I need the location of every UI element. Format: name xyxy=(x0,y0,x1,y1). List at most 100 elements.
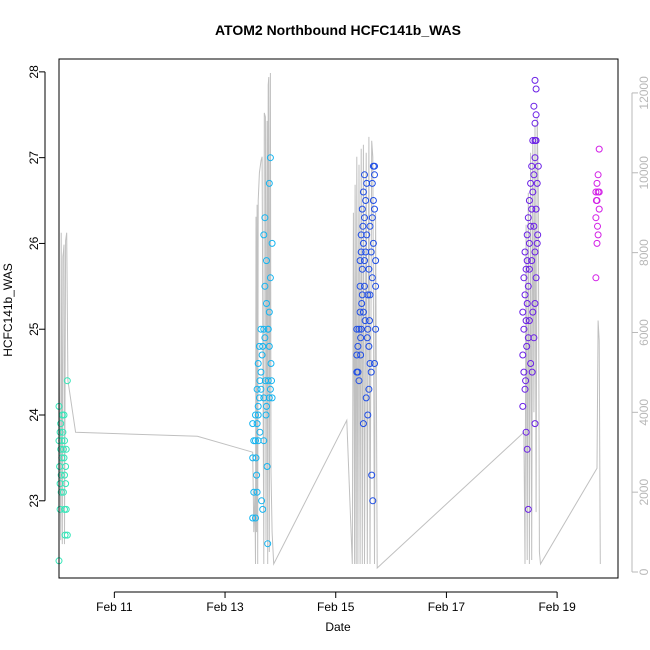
data-point xyxy=(359,308,367,316)
data-point xyxy=(522,377,530,385)
data-point xyxy=(525,197,533,204)
data-point xyxy=(266,274,274,282)
y-axis-label: HCFC141b_WAS xyxy=(1,263,15,357)
data-point xyxy=(258,497,266,505)
data-point xyxy=(371,162,378,170)
data-point xyxy=(267,360,275,367)
data-point xyxy=(253,420,261,428)
data-point xyxy=(263,257,270,265)
data-point xyxy=(528,205,536,213)
data-point xyxy=(594,231,602,239)
data-point xyxy=(353,351,361,359)
data-point xyxy=(254,402,262,410)
data-point xyxy=(59,428,67,436)
data-point xyxy=(357,334,365,342)
data-point xyxy=(522,428,530,436)
data-point xyxy=(532,85,540,93)
data-point xyxy=(252,411,259,419)
data-point xyxy=(361,317,369,325)
axes: Feb 11 Feb 13 Feb 15 Feb 17 Feb 19 23 24 25 26 27… xyxy=(27,65,650,614)
data-point xyxy=(530,102,538,110)
data-point xyxy=(522,265,530,273)
data-point xyxy=(263,300,270,307)
data-point xyxy=(56,428,64,436)
data-point xyxy=(358,265,366,273)
data-point xyxy=(369,239,377,247)
data-point xyxy=(357,248,365,256)
data-point xyxy=(354,342,362,350)
data-point xyxy=(265,179,273,187)
data-point xyxy=(366,222,374,230)
data-point xyxy=(593,239,601,247)
data-point xyxy=(372,325,380,333)
data-point xyxy=(258,351,266,359)
data-point xyxy=(57,420,65,428)
data-point xyxy=(257,368,265,376)
data-point xyxy=(595,145,603,153)
data-point xyxy=(253,385,261,393)
data-point xyxy=(61,437,68,445)
data-point xyxy=(265,308,273,316)
data-point xyxy=(372,257,380,265)
data-point xyxy=(268,394,276,402)
data-point xyxy=(531,154,539,162)
data-points xyxy=(55,76,603,565)
data-point xyxy=(361,214,368,222)
data-point xyxy=(528,257,536,265)
data-point xyxy=(592,274,600,282)
data-point xyxy=(594,222,601,230)
data-point xyxy=(359,188,367,196)
data-point xyxy=(256,428,264,436)
chart-title: ATOM2 Northbound HCFC141b_WAS xyxy=(215,22,461,38)
data-point xyxy=(525,265,533,273)
y2-tick-label: 10000 xyxy=(637,156,650,190)
data-point xyxy=(362,197,370,204)
data-point xyxy=(63,531,71,539)
data-point xyxy=(264,325,272,333)
data-point xyxy=(367,368,375,376)
data-point xyxy=(357,325,365,333)
data-point xyxy=(531,76,539,84)
x-tick-label: Feb 19 xyxy=(538,600,576,614)
x-tick-label: Feb 17 xyxy=(428,600,466,614)
data-point xyxy=(265,394,273,402)
data-point xyxy=(527,179,535,187)
data-point xyxy=(532,111,540,119)
y2-tick-label: 2000 xyxy=(637,479,650,506)
data-point xyxy=(523,257,531,265)
altitude-track xyxy=(58,72,601,570)
data-point xyxy=(362,394,370,402)
data-point xyxy=(254,411,262,419)
data-point xyxy=(359,239,367,247)
y2-tick-label: 6000 xyxy=(637,319,650,346)
data-point xyxy=(371,171,378,179)
data-point xyxy=(534,231,542,239)
data-point xyxy=(252,454,260,462)
data-point xyxy=(57,488,65,496)
data-point xyxy=(529,188,537,196)
data-point xyxy=(531,119,539,127)
y-tick-label: 26 xyxy=(27,236,41,250)
data-point xyxy=(368,471,376,479)
data-point xyxy=(366,360,374,367)
data-point xyxy=(366,317,373,325)
data-point xyxy=(249,514,257,522)
data-point xyxy=(354,368,362,376)
data-point xyxy=(355,377,363,385)
data-point xyxy=(261,334,269,342)
data-point xyxy=(368,179,376,187)
data-point xyxy=(257,325,265,333)
data-point xyxy=(268,377,275,385)
data-point xyxy=(524,214,532,222)
data-point xyxy=(521,291,529,299)
data-point xyxy=(63,377,71,385)
altitude-line xyxy=(58,72,601,570)
data-point xyxy=(530,171,538,179)
data-point xyxy=(364,325,372,333)
data-point xyxy=(529,308,537,316)
data-point xyxy=(529,137,537,144)
data-point xyxy=(368,274,376,282)
x-tick-label: Feb 13 xyxy=(206,600,244,614)
data-point xyxy=(520,368,528,376)
